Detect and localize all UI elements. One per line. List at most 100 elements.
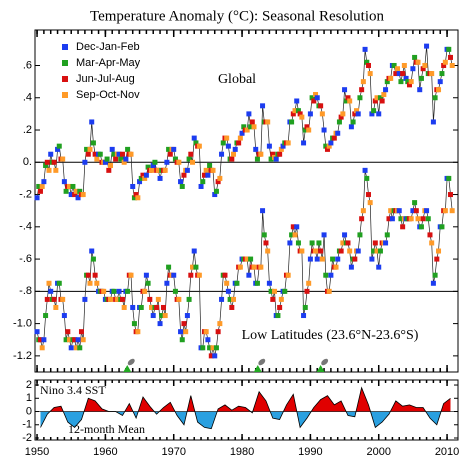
season-point <box>345 240 351 246</box>
y-tick-label: -1.2 <box>13 350 32 362</box>
season-point <box>318 248 324 254</box>
season-point <box>212 353 218 359</box>
season-point <box>389 216 395 222</box>
season-point <box>111 288 117 294</box>
season-point <box>237 264 243 270</box>
season-point <box>383 240 389 246</box>
x-tick-label: 2010 <box>435 446 459 458</box>
season-point <box>196 143 202 149</box>
season-point <box>157 321 163 327</box>
volcano <box>253 365 262 372</box>
season-point <box>266 280 272 286</box>
season-point <box>304 288 310 294</box>
season-point <box>191 135 197 141</box>
season-point <box>145 164 151 170</box>
season-point <box>108 163 114 169</box>
season-point <box>342 232 348 238</box>
season-point <box>447 192 453 198</box>
season-point <box>41 337 47 343</box>
season-point <box>355 111 361 117</box>
season-point <box>149 304 155 310</box>
season-point <box>244 127 250 133</box>
season-point <box>280 143 286 149</box>
season-point <box>261 232 267 238</box>
season-point <box>210 345 216 351</box>
season-point <box>203 167 209 173</box>
nino-title: Nino 3.4 SST <box>40 383 106 397</box>
season-point <box>292 232 298 238</box>
season-point <box>90 256 96 262</box>
season-point <box>65 329 71 335</box>
season-point <box>155 167 161 173</box>
season-point <box>436 248 442 254</box>
season-point <box>159 313 165 319</box>
legend-label: Dec-Jan-Feb <box>76 41 140 53</box>
season-point <box>386 216 392 222</box>
season-point <box>268 156 274 162</box>
season-point <box>403 75 409 81</box>
season-point <box>265 248 271 254</box>
season-point <box>427 232 433 238</box>
season-point <box>193 140 199 146</box>
season-point <box>73 345 79 351</box>
season-point <box>60 296 66 302</box>
season-point <box>131 321 137 327</box>
season-point <box>376 111 382 117</box>
season-point <box>266 143 272 149</box>
season-point <box>374 248 380 254</box>
season-point <box>213 345 219 351</box>
season-point <box>227 296 233 302</box>
season-point <box>229 304 235 310</box>
season-point <box>111 151 117 157</box>
y-tick-label: .2 <box>23 124 32 136</box>
season-point <box>220 140 226 146</box>
nino-area-negative <box>40 411 442 429</box>
season-point <box>371 108 377 114</box>
season-point <box>190 264 196 270</box>
season-point <box>37 188 43 194</box>
season-point <box>311 98 317 104</box>
season-point <box>352 111 358 117</box>
season-point <box>160 304 166 310</box>
season-point <box>268 288 274 294</box>
nino-y-tick-label: 0 <box>26 405 32 417</box>
season-point <box>422 62 428 68</box>
season-point <box>94 280 100 286</box>
season-point <box>302 127 308 133</box>
season-point <box>354 108 360 114</box>
season-point <box>123 156 129 162</box>
season-point <box>376 264 382 270</box>
y-tick-label: -1.0 <box>13 318 32 330</box>
season-point <box>338 248 344 254</box>
season-point <box>53 167 59 173</box>
season-point <box>171 146 177 152</box>
season-point <box>149 167 155 173</box>
season-point <box>432 95 438 101</box>
season-point <box>364 175 370 181</box>
season-point <box>336 119 342 125</box>
season-point <box>275 313 281 319</box>
season-point <box>347 98 353 104</box>
season-point <box>150 163 156 169</box>
season-point <box>77 188 83 194</box>
nino-area-positive <box>40 387 451 412</box>
season-point <box>207 345 213 351</box>
season-point <box>116 288 122 294</box>
season-point <box>415 59 421 65</box>
season-point <box>78 329 84 335</box>
season-point <box>200 179 206 185</box>
season-point <box>68 192 74 198</box>
season-point <box>210 167 216 173</box>
season-point <box>130 183 136 189</box>
season-point <box>225 143 231 149</box>
season-point <box>260 103 266 109</box>
season-point <box>307 111 313 117</box>
season-point <box>63 188 69 194</box>
season-point <box>418 224 424 230</box>
season-point <box>121 159 127 165</box>
season-point <box>265 119 271 125</box>
season-point <box>75 337 81 343</box>
volcano-plume <box>258 358 266 366</box>
season-point <box>331 135 337 141</box>
season-point <box>314 256 320 262</box>
